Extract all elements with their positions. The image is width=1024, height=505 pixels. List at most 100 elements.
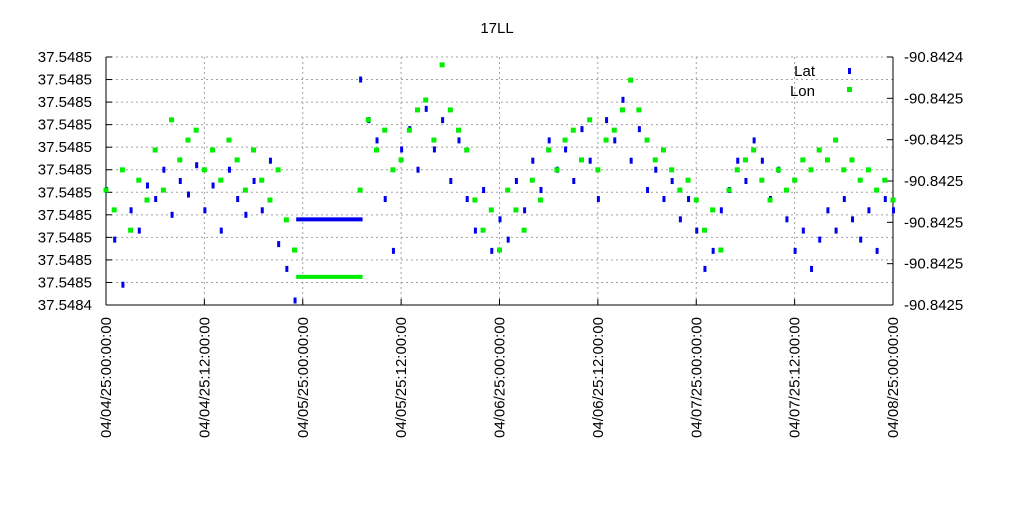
lat-point (892, 207, 895, 214)
x-tick-label: 04/07/25:00:00:00 (688, 317, 705, 438)
lon-point (119, 167, 125, 173)
lon-point (152, 147, 158, 153)
y-left-tick-label: 37.5485 (38, 229, 92, 246)
lat-point (605, 117, 609, 124)
lat-point (760, 157, 764, 164)
lon-point (267, 197, 273, 203)
lat-point (449, 178, 453, 184)
lon-point (160, 187, 166, 193)
lon-point (185, 137, 191, 143)
lat-point (285, 265, 289, 272)
lat-point (711, 247, 715, 254)
lon-point (562, 137, 568, 143)
lon-point (406, 127, 412, 133)
lat-point (875, 247, 879, 254)
lat-point (424, 105, 428, 112)
lon-point (800, 157, 806, 163)
lat-point (490, 247, 494, 254)
lon-point (882, 177, 888, 183)
lon-point (103, 187, 109, 193)
lon-point (890, 197, 896, 203)
lat-point (859, 236, 863, 243)
lon-point (628, 77, 634, 83)
lat-point (752, 137, 756, 144)
lat-point (818, 236, 822, 243)
lon-point (365, 117, 371, 123)
lat-point (121, 281, 125, 288)
y-right-tick-label: -90.8425 (904, 132, 963, 149)
lat-point (654, 166, 658, 173)
lon-point (792, 177, 798, 183)
lon-point (513, 207, 519, 213)
lon-point (619, 107, 625, 113)
lat-point (810, 265, 814, 272)
lon-point (693, 197, 699, 203)
lon-point (382, 127, 388, 133)
lat-point (129, 207, 133, 214)
x-tick-label: 04/06/25:00:00:00 (492, 317, 509, 438)
lat-point (842, 196, 846, 203)
y-right-tick-label: -90.8425 (904, 214, 963, 231)
y-right-tick-label: -90.8425 (904, 256, 963, 273)
lon-point (374, 147, 380, 153)
lon-point (546, 147, 552, 153)
lat-point (564, 146, 568, 153)
lat-point (268, 157, 272, 164)
lon-point (136, 177, 142, 183)
lat-point (186, 191, 190, 198)
chart-title: 17LL (480, 20, 513, 37)
lon-point (423, 97, 429, 103)
lon-point (464, 147, 470, 153)
lat-point (457, 137, 461, 144)
lat-point (629, 157, 633, 164)
lon-point (587, 117, 593, 123)
lon-point (767, 197, 773, 203)
lat-point (145, 182, 149, 189)
y-left-tick-label: 37.5485 (38, 207, 92, 224)
lat-point (195, 162, 199, 169)
lon-point (390, 167, 396, 173)
lat-point (514, 178, 518, 184)
lat-point (580, 126, 584, 133)
lon-point (111, 207, 117, 213)
lon-point (226, 137, 232, 143)
lon-point (644, 137, 650, 143)
lon-point (259, 177, 265, 183)
lon-point (480, 227, 486, 233)
lat-point (834, 227, 838, 234)
lon-point (357, 187, 363, 193)
lat-point (596, 196, 600, 203)
lon-point (710, 207, 716, 213)
lon-point (611, 127, 617, 133)
lon-point (816, 147, 822, 153)
lat-point (154, 196, 158, 203)
lat-point (252, 178, 256, 184)
lat-point (867, 207, 871, 214)
lat-point (621, 96, 625, 103)
lat-point (203, 207, 207, 214)
lat-point (523, 207, 527, 214)
lon-point (865, 167, 871, 173)
lon-point (570, 127, 576, 133)
lat-point (236, 196, 240, 203)
lat-point (432, 146, 436, 153)
lat-point (719, 207, 723, 214)
lon-point (275, 167, 281, 173)
lat-point (695, 227, 699, 234)
lat-point (678, 216, 682, 223)
x-tick-label: 04/06/25:12:00:00 (590, 317, 607, 438)
lon-point (529, 177, 535, 183)
lon-point (431, 137, 437, 143)
lon-point (874, 187, 880, 193)
lat-point (883, 196, 887, 203)
lon-point (169, 117, 175, 123)
y-right-tick-label: -90.8425 (904, 173, 963, 190)
lat-point (359, 76, 363, 83)
lon-point (578, 157, 584, 163)
lat-point (211, 182, 215, 189)
lon-point (734, 167, 740, 173)
lat-point (736, 157, 740, 164)
lon-point (537, 197, 543, 203)
y-left-tick-label: 37.5485 (38, 184, 92, 201)
